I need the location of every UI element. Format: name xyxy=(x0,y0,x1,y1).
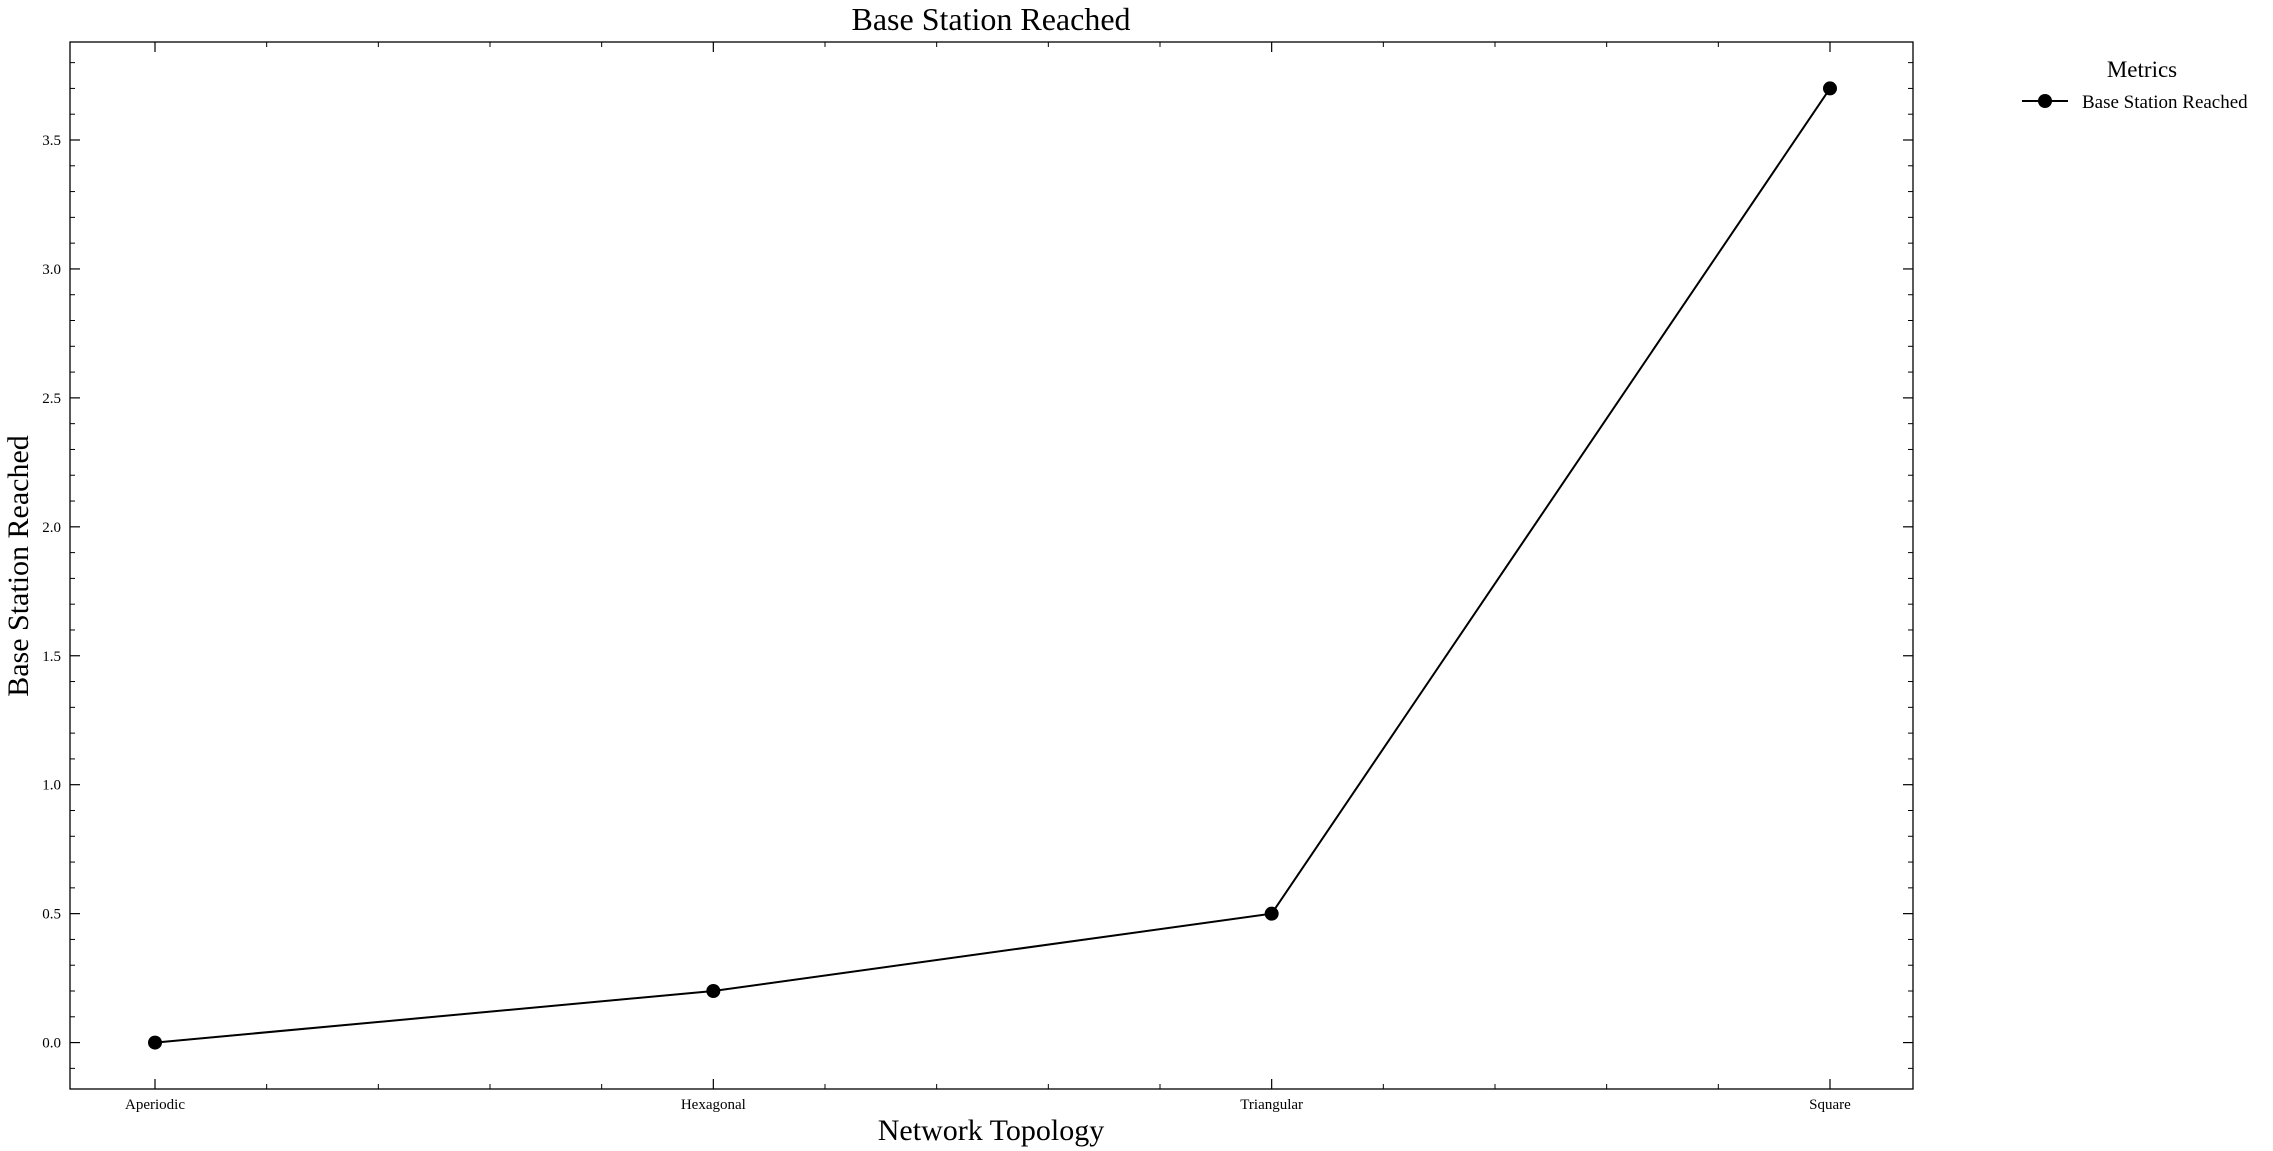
x-axis-ticks: Aperiodic Hexagonal Triangular Square xyxy=(125,42,1851,1113)
series-layer xyxy=(148,81,1837,1050)
y-tick-label: 2.0 xyxy=(42,520,61,536)
y-axis-ticks: 0.0 0.5 1.0 1.5 2.0 2.5 3.0 3.5 xyxy=(42,62,1913,1069)
data-point-marker xyxy=(148,1035,162,1050)
legend-marker-swatch xyxy=(2038,94,2052,108)
y-tick-label: 3.0 xyxy=(42,262,61,278)
y-tick-label: 2.5 xyxy=(42,391,61,407)
y-tick-label: 3.5 xyxy=(42,133,61,149)
y-axis-label: Base Station Reached xyxy=(2,435,35,697)
plot-frame xyxy=(69,41,1914,1090)
x-tick-label: Square xyxy=(1809,1097,1851,1113)
y-tick-label: 1.0 xyxy=(42,778,61,794)
x-tick-label: Hexagonal xyxy=(681,1097,746,1113)
data-point-marker xyxy=(706,984,721,999)
x-tick-label: Triangular xyxy=(1240,1097,1303,1113)
series-line-base-station-reached xyxy=(154,87,1831,1044)
y-tick-label: 1.5 xyxy=(42,649,61,665)
y-tick-label: 0.0 xyxy=(42,1036,61,1052)
x-tick-label: Aperiodic xyxy=(125,1097,185,1113)
legend-label-base-station-reached: Base Station Reached xyxy=(2082,92,2248,113)
y-tick-label: 0.5 xyxy=(42,907,61,923)
chart-title: Base Station Reached xyxy=(851,1,1130,37)
data-point-marker xyxy=(1264,906,1279,921)
legend: Metrics Base Station Reached xyxy=(2022,57,2248,113)
legend-title: Metrics xyxy=(2107,57,2177,82)
data-point-marker xyxy=(1822,81,1837,96)
x-axis-label: Network Topology xyxy=(878,1114,1105,1147)
